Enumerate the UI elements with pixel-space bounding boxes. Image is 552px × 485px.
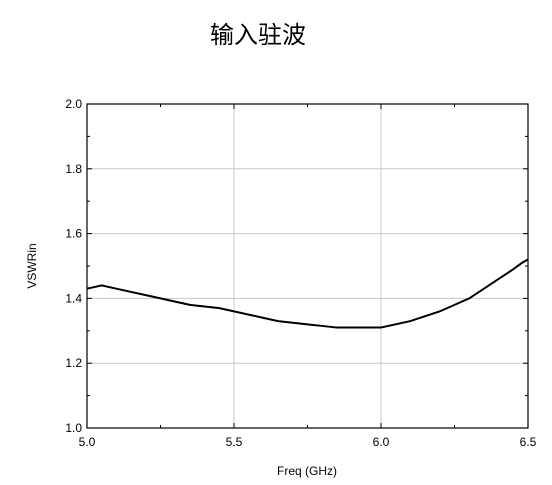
y-tick-label: 1.2 (65, 356, 82, 370)
x-tick-label: 5.5 (226, 435, 243, 449)
x-tick-label: 5.0 (79, 435, 96, 449)
y-tick-label: 1.4 (65, 291, 82, 305)
series-line (86, 258, 529, 329)
ticks-layer: 5.0 5.5 6.0 6.5 1.0 1.2 1.4 1.6 1.8 2.0 (65, 97, 536, 449)
grid-layer (87, 104, 528, 428)
y-tick-label: 1.0 (65, 421, 82, 435)
x-tick-label: 6.0 (373, 435, 390, 449)
y-tick-label: 1.8 (65, 162, 82, 176)
y-tick-label: 1.6 (65, 227, 82, 241)
chart-title: 输入驻波 (210, 21, 306, 49)
y-axis-title: VSWRin (25, 243, 39, 288)
x-axis-title: Freq (GHz) (277, 464, 337, 478)
plot-frame (86, 103, 529, 429)
x-tick-label: 6.5 (520, 435, 537, 449)
y-tick-label: 2.0 (65, 97, 82, 111)
